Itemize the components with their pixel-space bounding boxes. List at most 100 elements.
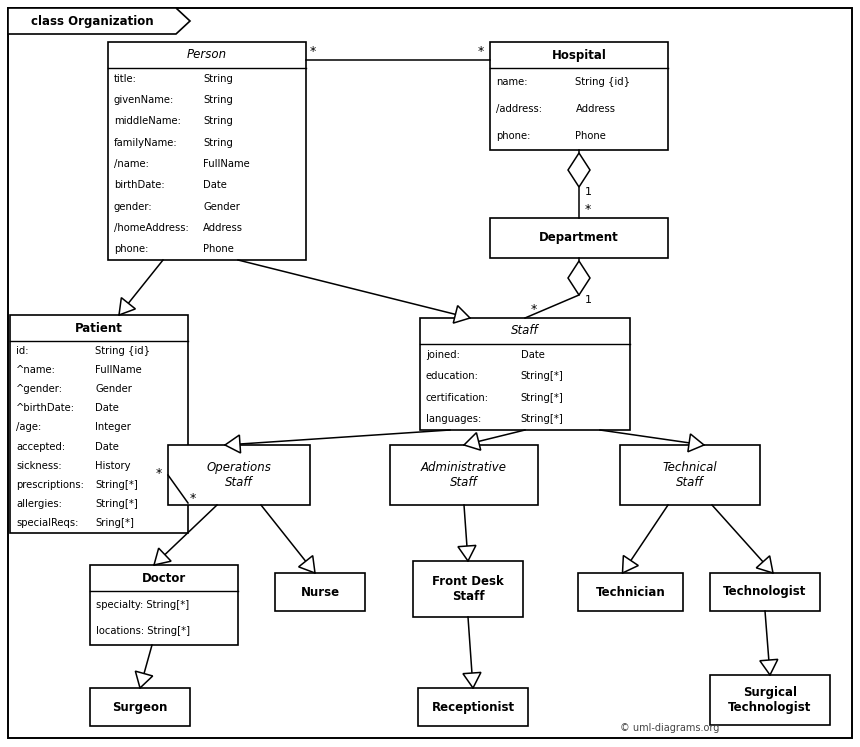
Text: ^name:: ^name: (16, 365, 56, 375)
Text: Gender: Gender (95, 384, 132, 394)
Text: String {id}: String {id} (575, 77, 630, 87)
Text: certification:: certification: (426, 393, 489, 403)
Bar (275, 573, 365, 611)
Text: Operations
Staff: Operations Staff (206, 461, 272, 489)
Bar (90, 688, 190, 726)
Bar (108, 42, 306, 260)
Text: locations: String[*]: locations: String[*] (96, 627, 190, 636)
Polygon shape (8, 8, 190, 34)
Text: Surgical
Technologist: Surgical Technologist (728, 686, 812, 714)
Polygon shape (568, 153, 590, 187)
Text: /name:: /name: (114, 159, 149, 169)
Bar (490, 42, 668, 150)
Text: Surgeon: Surgeon (113, 701, 168, 713)
Text: Staff: Staff (511, 324, 539, 338)
Text: /homeAddress:: /homeAddress: (114, 223, 188, 233)
Text: String: String (203, 74, 233, 84)
Text: 1: 1 (585, 295, 592, 305)
Text: Receptionist: Receptionist (432, 701, 514, 713)
Polygon shape (756, 556, 773, 573)
Text: languages:: languages: (426, 415, 482, 424)
Polygon shape (458, 545, 476, 561)
Bar (578, 573, 683, 611)
Text: *: * (531, 303, 538, 316)
Polygon shape (688, 434, 704, 452)
Bar (418, 688, 528, 726)
Text: 1: 1 (585, 187, 592, 197)
Text: Phone: Phone (203, 244, 234, 254)
Polygon shape (225, 435, 241, 453)
Text: Patient: Patient (75, 321, 123, 335)
Text: accepted:: accepted: (16, 441, 65, 452)
Polygon shape (453, 306, 470, 323)
Text: Date: Date (95, 403, 120, 413)
Text: Department: Department (539, 232, 619, 244)
Text: sickness:: sickness: (16, 461, 62, 471)
Text: String: String (203, 95, 233, 105)
Bar (710, 573, 820, 611)
Text: Phone: Phone (575, 131, 606, 141)
Polygon shape (154, 548, 171, 565)
Text: prescriptions:: prescriptions: (16, 480, 84, 490)
Text: id:: id: (16, 346, 28, 356)
Text: allergies:: allergies: (16, 499, 62, 509)
Text: String[*]: String[*] (521, 393, 563, 403)
Text: ^gender:: ^gender: (16, 384, 63, 394)
Bar (168, 445, 310, 505)
Text: String[*]: String[*] (95, 480, 138, 490)
Text: specialty: String[*]: specialty: String[*] (96, 600, 189, 610)
Bar (90, 565, 238, 645)
Bar (490, 218, 668, 258)
Text: Technologist: Technologist (723, 586, 807, 598)
Text: education:: education: (426, 371, 479, 381)
Text: middleName:: middleName: (114, 117, 181, 126)
Text: Date: Date (203, 180, 227, 190)
Text: Front Desk
Staff: Front Desk Staff (432, 575, 504, 603)
Text: Sring[*]: Sring[*] (95, 518, 134, 528)
Bar (420, 318, 630, 430)
Text: *: * (585, 203, 592, 216)
Text: title:: title: (114, 74, 137, 84)
Text: FullName: FullName (95, 365, 142, 375)
Text: String: String (203, 117, 233, 126)
Bar (620, 445, 760, 505)
Text: /age:: /age: (16, 422, 41, 433)
Bar (710, 675, 830, 725)
Text: Gender: Gender (203, 202, 240, 211)
Bar (10, 315, 188, 533)
Text: String[*]: String[*] (95, 499, 138, 509)
Text: *: * (190, 492, 196, 505)
Polygon shape (464, 433, 481, 450)
Text: Technician: Technician (596, 586, 666, 598)
Text: Person: Person (187, 49, 227, 61)
Text: ^birthDate:: ^birthDate: (16, 403, 75, 413)
Text: Hospital: Hospital (551, 49, 606, 61)
Text: Nurse: Nurse (300, 586, 340, 598)
Text: familyName:: familyName: (114, 137, 178, 148)
Bar (413, 561, 523, 617)
Polygon shape (463, 672, 481, 688)
Polygon shape (760, 660, 777, 675)
Text: String[*]: String[*] (521, 415, 563, 424)
Text: String: String (203, 137, 233, 148)
Polygon shape (568, 261, 590, 295)
Text: © uml-diagrams.org: © uml-diagrams.org (620, 723, 719, 733)
Text: *: * (156, 467, 163, 480)
Text: specialReqs:: specialReqs: (16, 518, 78, 528)
Text: Address: Address (203, 223, 243, 233)
Polygon shape (119, 297, 135, 315)
Text: Address: Address (575, 104, 616, 114)
Text: History: History (95, 461, 131, 471)
Text: *: * (310, 45, 316, 58)
Text: joined:: joined: (426, 350, 460, 360)
Text: Date: Date (95, 441, 120, 452)
Text: String[*]: String[*] (521, 371, 563, 381)
Text: Technical
Staff: Technical Staff (663, 461, 717, 489)
Text: gender:: gender: (114, 202, 152, 211)
Text: Administrative
Staff: Administrative Staff (421, 461, 507, 489)
Text: String {id}: String {id} (95, 346, 150, 356)
Polygon shape (298, 556, 315, 573)
Text: givenName:: givenName: (114, 95, 175, 105)
Bar (390, 445, 538, 505)
Text: name:: name: (496, 77, 527, 87)
